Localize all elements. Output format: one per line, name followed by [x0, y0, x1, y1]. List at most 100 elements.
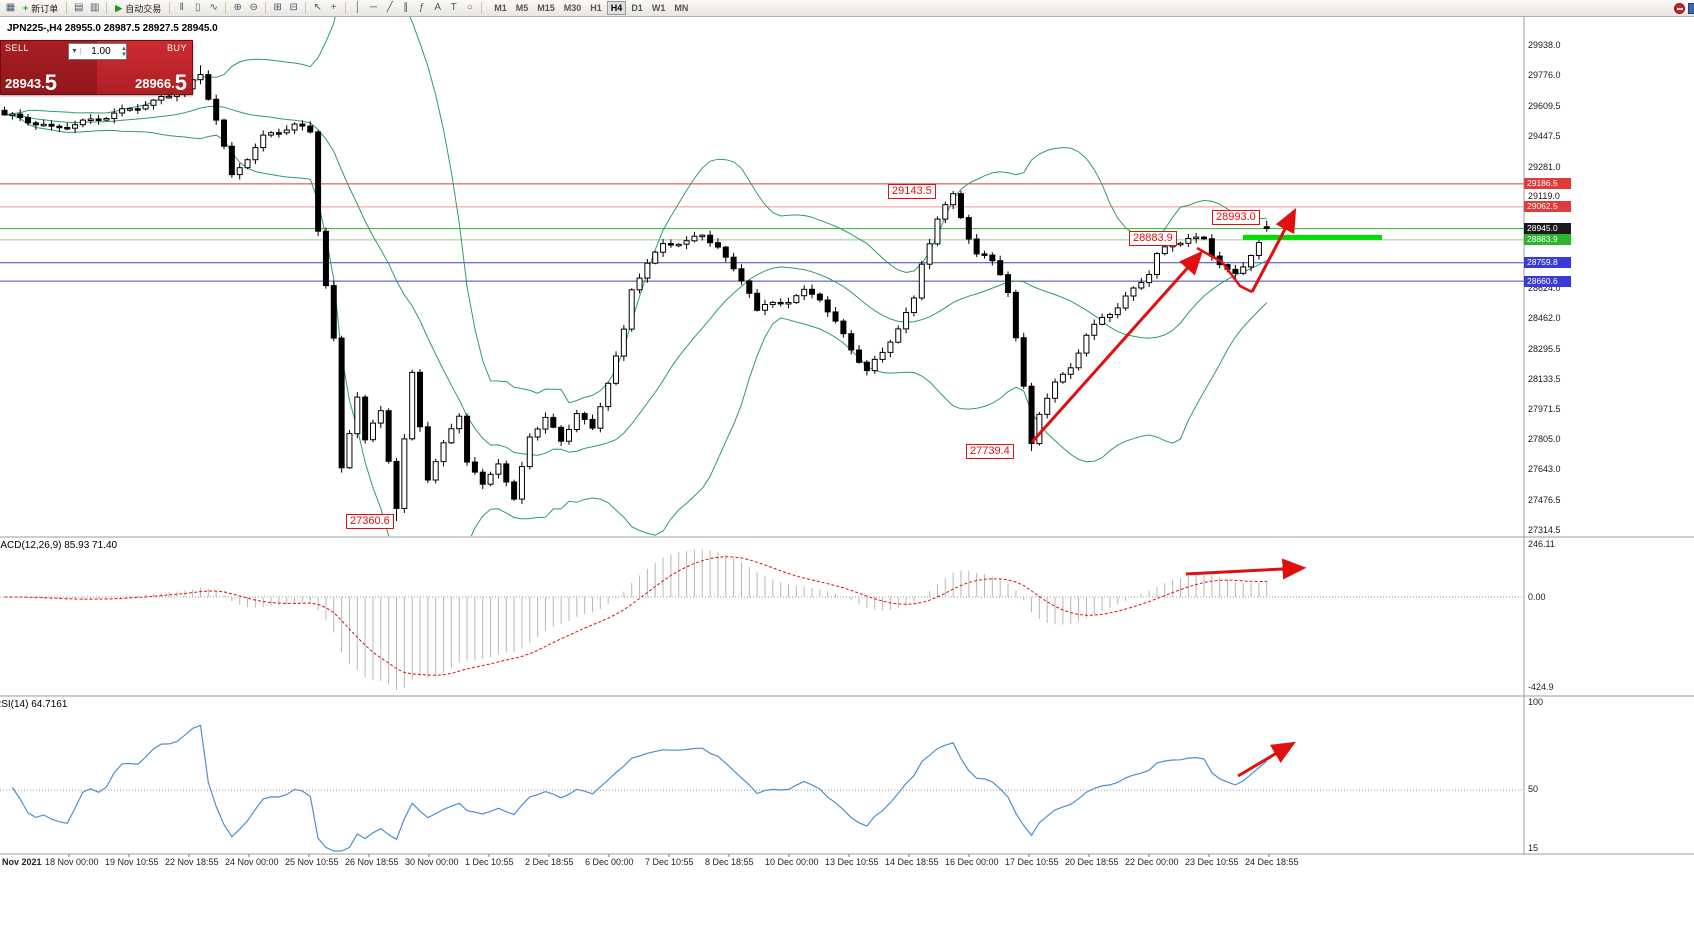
rsi-line: [11, 724, 1268, 852]
timeframe-h1[interactable]: H1: [590, 3, 602, 13]
macd-panel: [0, 549, 1524, 691]
price-annotation-label[interactable]: 29143.5: [888, 184, 936, 199]
price-annotation-label[interactable]: 27360.6: [346, 514, 394, 529]
time-axis-label[interactable]: 1 Dec 10:55: [465, 857, 514, 867]
trend-arrow-up[interactable]: [1030, 250, 1203, 443]
horizontal-line-icon[interactable]: ─: [370, 2, 378, 13]
zoom-in-icon[interactable]: ⊕: [233, 2, 242, 13]
zoom-out-icon[interactable]: ⊖: [249, 2, 258, 13]
rsi-axis-value: 100: [1528, 697, 1544, 707]
price-axis-label: 29119.0: [1528, 191, 1560, 202]
autotrade-button[interactable]: ▶ 自动交易: [111, 1, 165, 15]
toolbar-separator: [169, 2, 171, 14]
bar-chart-icon[interactable]: ‖: [179, 2, 184, 13]
timeframe-m30[interactable]: M30: [563, 3, 582, 13]
price-axis-tag: 28759.8: [1524, 257, 1571, 269]
time-axis-label[interactable]: 18 Nov 00:00: [45, 857, 99, 867]
volume-dropdown-icon[interactable]: ▼: [69, 48, 81, 55]
timeframe-m1[interactable]: M1: [494, 3, 507, 13]
new-order-button[interactable]: + 新订单: [19, 1, 62, 15]
price-axis-label: 27314.5: [1528, 525, 1561, 535]
new-order-button-icon: +: [23, 3, 29, 13]
time-axis-label[interactable]: 16 Dec 00:00: [945, 857, 999, 867]
pullback-zigzag[interactable]: [1196, 246, 1253, 294]
price-axis-label: 27971.5: [1528, 403, 1561, 414]
toolbar-right: [1674, 2, 1694, 14]
candlesticks: [1, 65, 1270, 521]
buy-label: BUY: [166, 43, 187, 53]
time-axis-label[interactable]: 22 Nov 18:55: [165, 857, 219, 867]
price-annotation-label[interactable]: 28993.0: [1212, 210, 1260, 225]
new-chart-icon[interactable]: ▦: [5, 2, 16, 13]
breakout-arrow[interactable]: [1250, 208, 1297, 293]
horizontal-level-lines[interactable]: [0, 183, 1524, 282]
macd-axis-value: -424.9: [1528, 682, 1554, 692]
arrange-windows-icon[interactable]: ⊟: [289, 2, 298, 13]
toolbar-separator: [345, 2, 347, 14]
timeframe-mn[interactable]: MN: [674, 3, 689, 13]
rsi-indicator-label: RSI(14) 64.7161: [0, 699, 68, 710]
clipped-edge-icon[interactable]: [1688, 2, 1694, 14]
time-axis-label[interactable]: 2 Dec 18:55: [525, 857, 574, 867]
sell-price: 28943. 5: [5, 70, 58, 95]
time-axis-label[interactable]: 6 Dec 00:00: [585, 857, 634, 867]
price-annotation-label[interactable]: 28883.9: [1129, 231, 1177, 246]
time-axis-label[interactable]: 26 Nov 18:55: [345, 857, 399, 867]
timeframe-w1[interactable]: W1: [651, 3, 666, 13]
volume-input[interactable]: [80, 46, 121, 57]
shapes-icon[interactable]: ○: [466, 2, 473, 13]
channel-icon[interactable]: ∥: [403, 2, 409, 13]
time-axis-label[interactable]: 19 Nov 10:55: [105, 857, 159, 867]
profiles-icon[interactable]: ▥: [90, 2, 100, 13]
timeframe-m15[interactable]: M15: [537, 3, 555, 13]
time-ticks: [68, 854, 1270, 857]
time-axis-label[interactable]: 17 Dec 10:55: [1005, 857, 1059, 867]
time-axis-label[interactable]: 24 Dec 18:55: [1245, 857, 1299, 867]
panel-separators[interactable]: [0, 17, 1694, 855]
time-axis-label[interactable]: 22 Dec 00:00: [1125, 857, 1179, 867]
label-icon[interactable]: T: [450, 2, 457, 13]
crosshair-icon[interactable]: +: [330, 2, 337, 13]
time-axis-label[interactable]: Nov 2021: [2, 857, 42, 867]
price-axis-label: 27805.0: [1528, 434, 1561, 445]
price-axis-tag: 28883.9: [1524, 234, 1571, 246]
time-axis-label[interactable]: 23 Dec 10:55: [1185, 857, 1239, 867]
timeframe-m5[interactable]: M5: [515, 3, 529, 13]
timeframe-d1[interactable]: D1: [631, 3, 643, 13]
volume-field[interactable]: ▼ ▲▼: [68, 43, 127, 60]
time-axis-label[interactable]: 24 Nov 00:00: [225, 857, 279, 867]
macd-indicator-label: MACD(12,26,9) 85.93 71.40: [0, 540, 118, 551]
price-axis-tag: 29062.5: [1524, 201, 1571, 213]
time-axis-label[interactable]: 30 Nov 00:00: [405, 857, 459, 867]
charts-list-icon[interactable]: ▤: [74, 2, 84, 13]
macd-axis-value: 0.00: [1528, 592, 1546, 602]
text-icon[interactable]: A: [434, 2, 442, 13]
price-annotation-label[interactable]: 27739.4: [966, 444, 1014, 459]
time-axis-label[interactable]: 20 Dec 18:55: [1065, 857, 1119, 867]
alert-icon[interactable]: [1674, 2, 1685, 14]
rsi-arrow[interactable]: [1237, 741, 1296, 778]
trendline-icon[interactable]: ╱: [386, 2, 393, 13]
price-axis-label: 28462.0: [1528, 312, 1561, 323]
time-axis-label[interactable]: 7 Dec 10:55: [645, 857, 694, 867]
time-axis-label[interactable]: 10 Dec 00:00: [765, 857, 819, 867]
toolbar-separator: [265, 2, 267, 14]
candle-chart-icon[interactable]: ▯: [194, 2, 201, 13]
time-axis-label[interactable]: 13 Dec 10:55: [825, 857, 879, 867]
time-axis-label[interactable]: 25 Nov 10:55: [285, 857, 339, 867]
vertical-line-icon[interactable]: │: [354, 2, 361, 13]
rsi-panel: [0, 724, 1524, 852]
price-axis-label: 28295.5: [1528, 343, 1561, 354]
time-axis-label[interactable]: 14 Dec 18:55: [885, 857, 939, 867]
timeframe-h4[interactable]: H4: [606, 1, 627, 15]
fibonacci-icon[interactable]: ƒ: [418, 2, 425, 13]
line-chart-icon[interactable]: ∿: [209, 2, 218, 13]
volume-stepper[interactable]: ▲ ▼: [120, 45, 127, 58]
tile-windows-icon[interactable]: ⊞: [273, 2, 282, 13]
cursor-icon[interactable]: ↖: [313, 2, 322, 13]
main-toolbar: ▦ + 新订单 ▤ ▥ ▶ 自动交易 ‖ ▯ ∿ ⊕ ⊖ ⊞ ⊟ ↖ + │ ─ ╱ ∥ ƒ A T ○ M1 M5 M15 M30 H…: [0, 0, 1694, 17]
price-axis-tag: 29186.5: [1524, 178, 1571, 190]
time-axis-label[interactable]: 8 Dec 18:55: [705, 857, 754, 867]
macd-arrow[interactable]: [1185, 558, 1307, 580]
